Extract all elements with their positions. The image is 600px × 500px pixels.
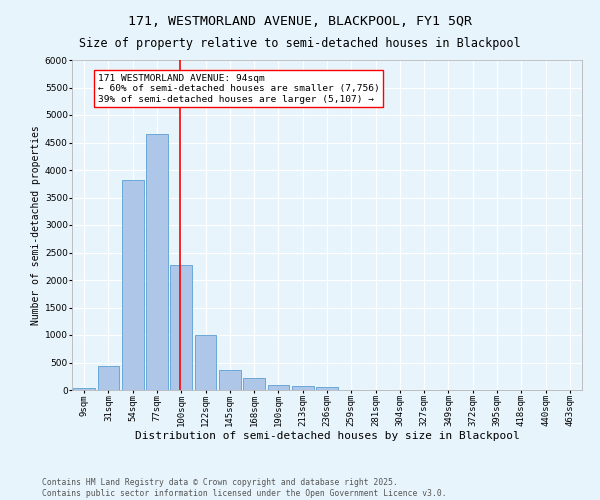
Bar [243, 378, 265, 390]
Bar [146, 134, 168, 390]
Bar [316, 387, 338, 390]
Bar [194, 335, 217, 390]
Bar [170, 264, 192, 390]
Text: Contains HM Land Registry data © Crown copyright and database right 2025.
Contai: Contains HM Land Registry data © Crown c… [42, 478, 446, 498]
Y-axis label: Number of semi-detached properties: Number of semi-detached properties [31, 125, 41, 325]
Text: Size of property relative to semi-detached houses in Blackpool: Size of property relative to semi-detach… [79, 38, 521, 51]
X-axis label: Distribution of semi-detached houses by size in Blackpool: Distribution of semi-detached houses by … [134, 430, 520, 440]
Bar [219, 370, 241, 390]
Bar [97, 366, 119, 390]
Text: 171, WESTMORLAND AVENUE, BLACKPOOL, FY1 5QR: 171, WESTMORLAND AVENUE, BLACKPOOL, FY1 … [128, 15, 472, 28]
Bar [73, 388, 95, 390]
Text: 171 WESTMORLAND AVENUE: 94sqm
← 60% of semi-detached houses are smaller (7,756)
: 171 WESTMORLAND AVENUE: 94sqm ← 60% of s… [97, 74, 379, 104]
Bar [122, 180, 143, 390]
Bar [268, 384, 289, 390]
Bar [292, 386, 314, 390]
